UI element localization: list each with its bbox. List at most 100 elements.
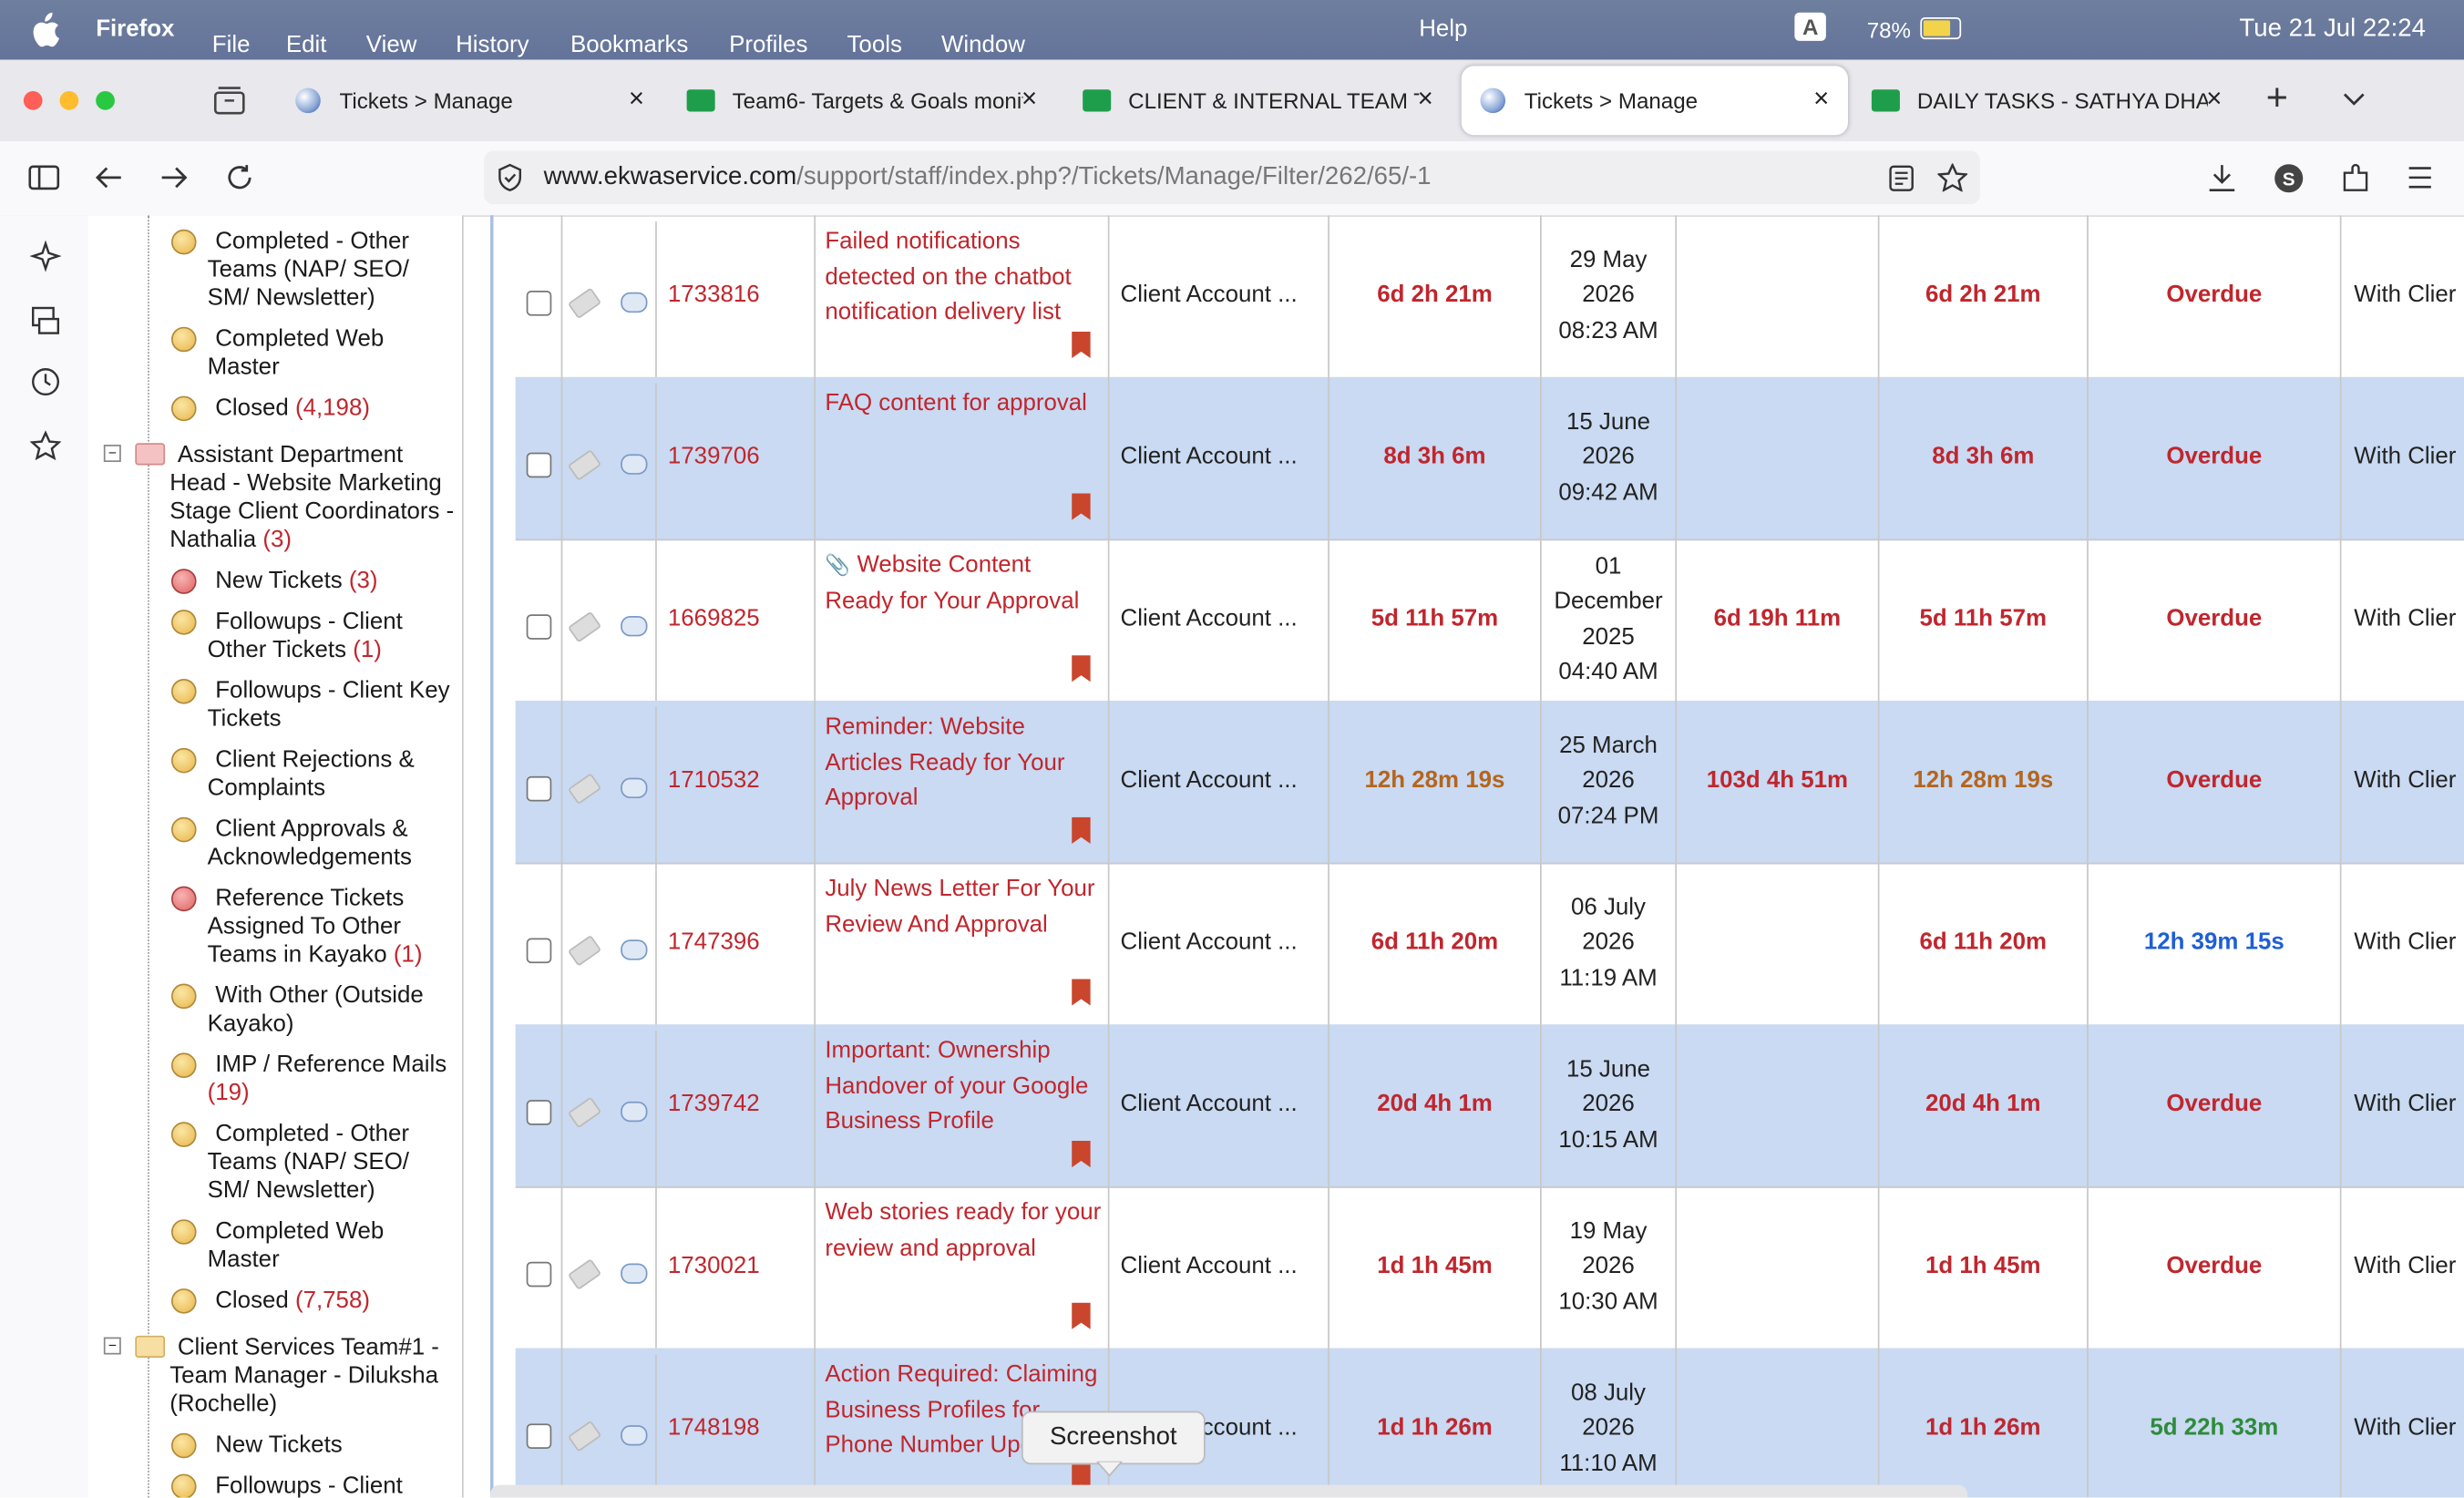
note-icon[interactable] — [621, 292, 648, 313]
checkbox[interactable] — [525, 451, 551, 477]
tree-filter[interactable]: New Tickets (3) — [88, 562, 462, 603]
tree-filter[interactable]: Reference Tickets Assigned To Other Team… — [88, 880, 462, 978]
tree-filter[interactable]: Completed - Other Teams (NAP/ SEO/ SM/ N… — [88, 223, 462, 321]
bookmark-icon[interactable] — [1072, 1464, 1091, 1492]
ticket-subject[interactable]: FAQ content for approval — [825, 389, 1087, 416]
tree-filter[interactable]: Completed - Other Teams (NAP/ SEO/ SM/ N… — [88, 1115, 462, 1213]
reload-button[interactable] — [226, 163, 254, 191]
tree-group[interactable]: − Client Services Team#1 - Team Manager -… — [88, 1329, 462, 1427]
menu-item[interactable]: Window — [940, 31, 1025, 58]
browser-tab[interactable]: Tickets > Manage × — [277, 66, 663, 135]
tab-list-button[interactable] — [2343, 91, 2365, 107]
tree-filter[interactable]: Client Approvals & Acknowledgements — [88, 811, 462, 880]
reader-view-button[interactable] — [1889, 165, 1915, 191]
checkbox[interactable] — [525, 1422, 551, 1449]
note-icon[interactable] — [621, 1263, 648, 1284]
bookmark-icon[interactable] — [1072, 331, 1091, 359]
bookmark-icon[interactable] — [1072, 1140, 1091, 1168]
ticket-subject[interactable]: Web stories ready for your review and ap… — [825, 1198, 1102, 1261]
tree-filter[interactable]: Followups - Client Other Tickets (1) — [88, 603, 462, 672]
flag-icon[interactable] — [567, 1419, 602, 1452]
downloads-button[interactable] — [2208, 163, 2236, 193]
help-menu[interactable]: Help — [1419, 15, 1468, 43]
extensions-button[interactable] — [2341, 163, 2369, 193]
bookmark-icon[interactable] — [1072, 1302, 1091, 1329]
menu-item[interactable]: Bookmarks — [570, 31, 689, 58]
flag-icon[interactable] — [567, 448, 602, 480]
app-menu-button[interactable] — [2408, 167, 2433, 189]
collapse-toggle[interactable]: − — [103, 445, 121, 463]
tree-filter[interactable]: Completed Web Master — [88, 321, 462, 390]
checkbox[interactable] — [525, 613, 551, 640]
ticket-id[interactable]: 1739742 — [667, 1091, 760, 1118]
flag-icon[interactable] — [567, 772, 602, 805]
ticket-id[interactable]: 1730021 — [667, 1252, 760, 1280]
menu-item[interactable]: File — [211, 31, 251, 58]
flag-icon[interactable] — [567, 934, 602, 966]
browser-tab[interactable]: Team6- Targets & Goals monit × — [670, 66, 1056, 135]
menu-item[interactable]: Tools — [847, 31, 902, 58]
ticket-subject[interactable]: July News Letter For Your Review And App… — [825, 875, 1095, 938]
tree-filter[interactable]: Completed Web Master — [88, 1213, 462, 1282]
ticket-id[interactable]: 1733816 — [667, 282, 760, 309]
tree-group[interactable]: − Assistant Department Head - Website Mar… — [88, 436, 462, 562]
ticket-id[interactable]: 1669825 — [667, 605, 760, 632]
menu-item[interactable]: Edit — [285, 31, 327, 58]
bookmark-star[interactable] — [1937, 163, 1968, 192]
synced-tabs-icon[interactable] — [30, 305, 61, 336]
tab-close[interactable]: × — [1813, 83, 1830, 114]
ticket-subject[interactable]: Important: Ownership Handover of your Go… — [825, 1037, 1089, 1135]
bookmark-icon[interactable] — [1072, 655, 1091, 682]
ticket-subject[interactable]: Reminder: Website Articles Ready for You… — [825, 713, 1065, 811]
back-button[interactable] — [94, 165, 122, 190]
browser-tab[interactable]: Tickets > Manage × — [1461, 66, 1849, 136]
tree-filter[interactable]: Closed (7,758) — [88, 1282, 462, 1323]
tree-filter[interactable]: Followups - Client — [88, 1468, 462, 1498]
battery-icon[interactable] — [1920, 16, 1962, 40]
tab-overview-button[interactable] — [213, 87, 245, 115]
tab-close[interactable]: × — [2206, 83, 2223, 114]
new-tab-button[interactable]: + — [2265, 77, 2288, 120]
checkbox[interactable] — [525, 290, 551, 315]
checkbox[interactable] — [525, 937, 551, 963]
collapse-toggle[interactable]: − — [103, 1337, 121, 1355]
ticket-subject[interactable]: Failed notifications detected on the cha… — [825, 228, 1072, 325]
tab-close[interactable]: × — [1022, 83, 1038, 114]
flag-icon[interactable] — [567, 610, 602, 642]
browser-tab[interactable]: DAILY TASKS - SATHYA DHAN × — [1854, 66, 2241, 135]
tree-filter[interactable]: Followups - Client Key Tickets — [88, 672, 462, 742]
address-bar[interactable]: www.ekwaservice.com/support/staff/index.… — [484, 150, 1980, 205]
zoom-window[interactable] — [96, 91, 115, 110]
apple-logo[interactable] — [31, 12, 60, 47]
ticket-id[interactable]: 1748198 — [667, 1414, 760, 1442]
bookmark-icon[interactable] — [1072, 493, 1091, 520]
bookmark-icon[interactable] — [1072, 979, 1091, 1006]
menu-item[interactable]: View — [365, 31, 417, 58]
checkbox[interactable] — [525, 1260, 551, 1287]
tree-filter[interactable]: Client Rejections & Complaints — [88, 742, 462, 811]
note-icon[interactable] — [621, 1101, 648, 1123]
note-icon[interactable] — [621, 939, 648, 960]
ticket-id[interactable]: 1747396 — [667, 929, 760, 956]
account-button[interactable]: S — [2274, 163, 2304, 193]
tree-filter[interactable]: With Other (Outside Kayako) — [88, 978, 462, 1047]
note-icon[interactable] — [621, 1425, 648, 1446]
history-icon[interactable] — [30, 366, 61, 397]
flag-icon[interactable] — [567, 1257, 602, 1290]
ticket-id[interactable]: 1739706 — [667, 443, 760, 471]
checkbox[interactable] — [525, 1099, 551, 1124]
tree-filter[interactable]: Closed (4,198) — [88, 390, 462, 431]
flag-icon[interactable] — [567, 286, 602, 319]
browser-tab[interactable]: CLIENT & INTERNAL TEAM TIC × — [1065, 66, 1452, 135]
ticket-subject[interactable]: Website Content Ready for Your Approval — [825, 551, 1080, 614]
sidebar-toggle[interactable] — [28, 165, 60, 190]
bookmarks-icon[interactable] — [29, 430, 62, 462]
note-icon[interactable] — [621, 777, 648, 799]
app-name[interactable]: Firefox — [96, 15, 175, 43]
tab-close[interactable]: × — [1417, 83, 1433, 114]
minimize-window[interactable] — [59, 91, 79, 110]
ticket-id[interactable]: 1710532 — [667, 766, 760, 795]
checkbox[interactable] — [525, 775, 551, 801]
note-icon[interactable] — [621, 616, 648, 637]
ai-chatbot-icon[interactable] — [29, 240, 62, 272]
